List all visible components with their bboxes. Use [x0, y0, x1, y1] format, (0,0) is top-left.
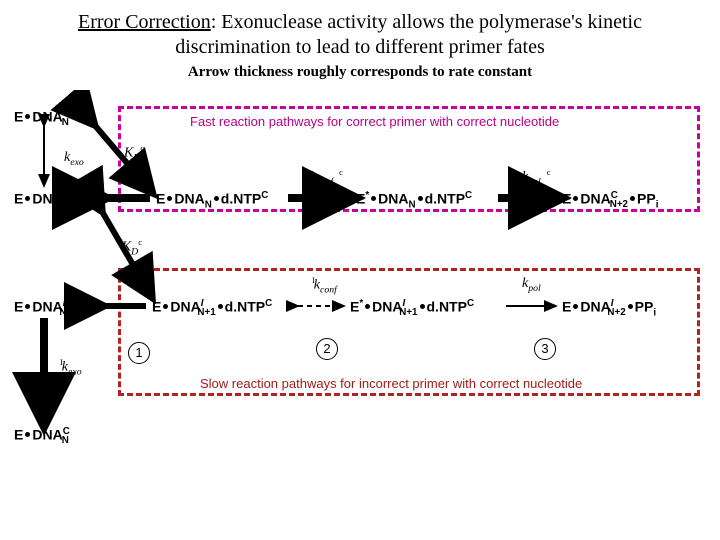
fast-caption: Fast reaction pathways for correct prime…	[190, 114, 559, 129]
species-fast-2: EDNANd.NTPC	[156, 190, 268, 210]
label-kexo: kexo	[64, 150, 84, 168]
circle-2: 2	[316, 338, 338, 360]
diagram-canvas: Fast reaction pathways for correct prime…	[0, 90, 720, 530]
label-kconf: kconfc	[310, 168, 343, 187]
label-IKD: IKDc	[120, 238, 142, 257]
circle-3: 3	[534, 338, 556, 360]
slow-caption: Slow reaction pathways for incorrect pri…	[200, 376, 582, 391]
species-E-DNA-N1-C: EDNACN+1	[14, 190, 80, 210]
label-Ikpol: kpol	[522, 276, 541, 294]
species-E-DNA-N-C-bot: EDNACN	[14, 426, 69, 446]
species-E-DNA-N1-I: EDNAIN+1	[14, 298, 78, 318]
species-fast-3: E*DNANd.NTPC	[356, 190, 472, 210]
species-E-DNA-N-C-top: EDNACN	[14, 108, 69, 128]
label-KD: KDc	[124, 144, 144, 163]
species-slow-4: EDNAIN+2PPi	[562, 298, 656, 318]
subtitle: Arrow thickness roughly corresponds to r…	[0, 62, 720, 87]
species-slow-2: EDNAIN+1d.NTPC	[152, 298, 272, 318]
title-rest: : Exonuclease activity allows the polyme…	[175, 11, 642, 58]
species-slow-3: E*DNAIN+1d.NTPC	[350, 298, 474, 318]
label-Ikexo: Ikexo	[60, 358, 82, 377]
page-title: Error Correction: Exonuclease activity a…	[0, 0, 720, 62]
species-fast-4: EDNACN+2PPi	[562, 190, 658, 210]
circle-1: 1	[128, 342, 150, 364]
title-underline: Error Correction	[78, 11, 211, 33]
label-Ikconf: Ikconf	[312, 276, 337, 295]
label-kpol: kpolc	[522, 168, 550, 187]
